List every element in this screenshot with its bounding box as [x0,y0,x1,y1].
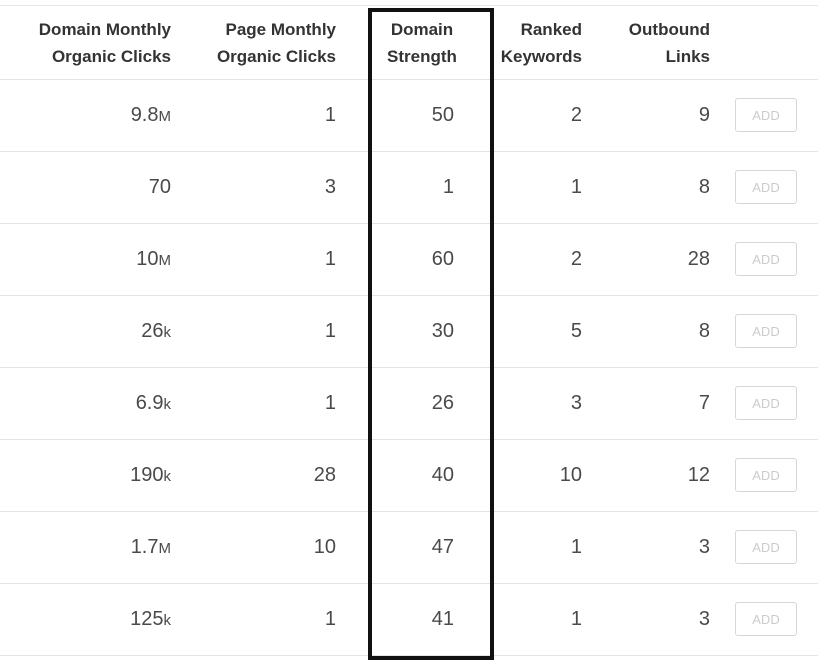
cell-domain-strength: 60 [431,248,454,270]
cell-page-clicks: 1 [324,608,336,630]
cell-page-clicks: 10 [313,536,336,558]
column-header-outbound-links[interactable]: Outbound Links [628,20,710,66]
cell-domain-clicks: 9.8M [131,80,171,151]
cell-ranked-keywords: 2 [570,248,582,270]
table-row: 190k 28 40 10 12 ADD [0,440,818,512]
cell-ranked-keywords: 5 [570,320,582,342]
cell-ranked-keywords: 2 [570,104,582,126]
cell-domain-clicks: 70 [149,152,171,223]
cell-domain-strength: 41 [431,608,454,630]
cell-domain-clicks: 125k [130,584,171,655]
cell-ranked-keywords: 1 [570,176,582,198]
table-row: 6.9k 1 26 3 7 ADD [0,368,818,440]
domain-clicks-value: 26 [141,320,164,342]
cell-domain-strength: 1 [442,176,454,198]
cell-ranked-keywords: 1 [570,608,582,630]
cell-domain-clicks: 1.7M [131,512,171,583]
cell-page-clicks: 1 [324,320,336,342]
domain-clicks-unit: k [163,396,172,413]
cell-page-clicks: 1 [324,248,336,270]
column-header-domain-strength[interactable]: Domain Strength [387,20,457,66]
domain-clicks-value: 70 [148,176,171,198]
add-button[interactable]: ADD [735,98,797,132]
table-header: Domain Monthly Organic Clicks Page Month… [0,6,818,80]
cell-outbound-links: 7 [698,392,710,414]
add-button[interactable]: ADD [735,170,797,204]
table-row: 26k 1 30 5 8 ADD [0,296,818,368]
add-button[interactable]: ADD [735,386,797,420]
table-row: 125k 1 41 1 3 ADD [0,584,818,656]
cell-domain-clicks: 190k [130,440,171,511]
domain-clicks-unit: k [163,612,172,629]
cell-domain-strength: 40 [431,464,454,486]
cell-page-clicks: 1 [324,104,336,126]
domain-clicks-unit: k [163,324,172,341]
cell-domain-strength: 26 [431,392,454,414]
cell-outbound-links: 3 [698,536,710,558]
column-header-page-clicks[interactable]: Page Monthly Organic Clicks [216,20,336,66]
column-header-domain-clicks[interactable]: Domain Monthly Organic Clicks [38,20,171,66]
cell-domain-clicks: 26k [141,296,171,367]
cell-page-clicks: 1 [324,392,336,414]
domain-clicks-value: 6.9 [135,392,164,414]
add-button[interactable]: ADD [735,242,797,276]
cell-ranked-keywords: 10 [559,464,582,486]
domain-clicks-value: 1.7 [130,536,159,558]
cell-domain-clicks: 10M [136,224,171,295]
cell-page-clicks: 28 [313,464,336,486]
cell-outbound-links: 9 [698,104,710,126]
table-row: 9.8M 1 50 2 9 ADD [0,80,818,152]
cell-outbound-links: 12 [687,464,710,486]
table-row: 10M 1 60 2 28 ADD [0,224,818,296]
cell-outbound-links: 28 [687,248,710,270]
cell-domain-strength: 50 [431,104,454,126]
column-header-ranked-keywords[interactable]: Ranked Keywords [500,20,582,66]
top-divider [0,5,818,6]
domain-clicks-unit: M [158,252,172,269]
cell-domain-strength: 30 [431,320,454,342]
table-row: 70 3 1 1 8 ADD [0,152,818,224]
cell-domain-strength: 47 [431,536,454,558]
domain-clicks-value: 125 [130,608,164,630]
cell-ranked-keywords: 3 [570,392,582,414]
cell-outbound-links: 8 [698,320,710,342]
cell-outbound-links: 8 [698,176,710,198]
domain-clicks-value: 9.8 [130,104,159,126]
add-button[interactable]: ADD [735,314,797,348]
add-button[interactable]: ADD [735,458,797,492]
domain-clicks-unit: k [163,468,172,485]
domain-clicks-unit: M [158,540,172,557]
cell-domain-clicks: 6.9k [136,368,171,439]
add-button[interactable]: ADD [735,602,797,636]
cell-ranked-keywords: 1 [570,536,582,558]
add-button[interactable]: ADD [735,530,797,564]
domain-clicks-value: 10 [136,248,159,270]
table-row: 1.7M 10 47 1 3 ADD [0,512,818,584]
domain-clicks-value: 190 [130,464,164,486]
domain-clicks-unit: M [158,108,172,125]
cell-outbound-links: 3 [698,608,710,630]
cell-page-clicks: 3 [324,176,336,198]
